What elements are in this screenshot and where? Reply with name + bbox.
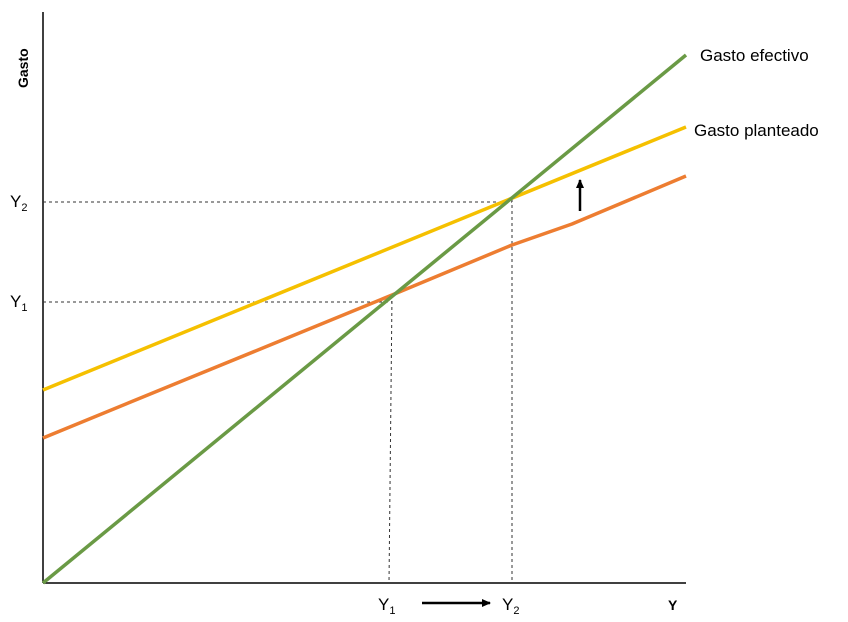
actual-spending-label: Gasto efectivo xyxy=(700,46,809,65)
planned-spending-shifted-line xyxy=(42,125,687,392)
y-axis-title: Gasto xyxy=(15,48,31,88)
planned-spending-original-line xyxy=(42,174,687,440)
x-axis-title: Y xyxy=(668,597,678,613)
x-tick-y2: Y2 xyxy=(502,595,519,617)
actual-spending-line xyxy=(41,53,688,585)
y1-vertical-guide xyxy=(388,294,393,584)
planned-spending-label: Gasto planteado xyxy=(694,121,819,140)
y-tick-y1: Y1 xyxy=(10,292,27,314)
x-tick-y1: Y1 xyxy=(378,595,395,617)
y-tick-y2: Y2 xyxy=(10,192,27,214)
